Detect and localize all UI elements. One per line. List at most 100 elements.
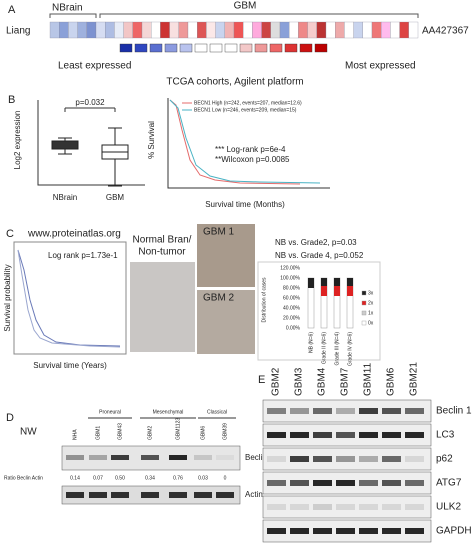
band <box>216 455 234 460</box>
comparison: NB vs. Grade2, p=0.03 <box>275 238 357 247</box>
bar-segment <box>334 278 340 286</box>
heat-cell <box>362 21 373 39</box>
histology-image <box>197 224 255 287</box>
ratio-value: 0.76 <box>173 475 183 481</box>
statistic: **Wilcoxon p=0.0085 <box>215 155 290 164</box>
row-label: LC3 <box>436 430 455 441</box>
axis-label: % Survival <box>147 121 156 159</box>
band <box>313 528 332 534</box>
axis <box>37 100 145 186</box>
ratio-value: 0.34 <box>145 475 155 481</box>
source: www.proteinatlas.org <box>27 229 121 240</box>
band <box>405 456 424 462</box>
band <box>359 408 378 414</box>
ratio-value: 0.50 <box>115 475 125 481</box>
axis-label: Log2 expression <box>13 111 22 170</box>
y-tick-label: 80.00% <box>283 285 301 291</box>
ratio-value: 0.07 <box>93 475 103 481</box>
legend-swatch <box>361 300 367 306</box>
axis <box>167 98 330 189</box>
significance-bracket <box>64 107 116 112</box>
image-label: GBM 1 <box>203 227 235 238</box>
heat-cell <box>224 21 235 39</box>
lane-label: GBM2 <box>147 426 153 440</box>
scale-cell <box>254 43 268 53</box>
axis-label: Distribution of cases <box>261 277 267 323</box>
band <box>382 528 401 534</box>
subtype-label: Classical <box>207 409 227 415</box>
heat-cell <box>252 21 262 39</box>
band <box>405 528 424 534</box>
band <box>405 408 424 414</box>
lane-label: NHA <box>72 429 78 440</box>
panel-letter: C <box>6 228 14 240</box>
row-label: Beclin 1 <box>245 453 274 462</box>
statistic: Log rank p=1.73e-1 <box>48 251 118 260</box>
band <box>359 528 378 534</box>
band <box>359 480 378 486</box>
band <box>359 456 378 462</box>
lane-label: GBM39 <box>222 423 228 440</box>
band <box>169 492 187 498</box>
band <box>267 432 286 438</box>
image-label: GBM 2 <box>203 293 235 304</box>
distribution-chart: 120.00% 100.00% 80.00% 60.00% 40.00% 20.00% 0.… <box>280 265 374 366</box>
p-value: p=0.032 <box>75 98 105 107</box>
legend-entry: 3x <box>368 290 374 296</box>
y-tick-label: 20.00% <box>283 315 301 321</box>
ratio-value: 0 <box>224 475 227 481</box>
band <box>382 408 401 414</box>
scale-cell <box>314 43 328 53</box>
ratio-value: 0.03 <box>198 475 208 481</box>
image-label: Normal Bran/ <box>133 235 192 246</box>
heat-cell <box>86 21 97 39</box>
axis-label: Survival time (Months) <box>205 200 285 209</box>
row-label: ULK2 <box>436 502 461 513</box>
lane-label: GBM4 <box>317 367 328 396</box>
legend-swatch <box>361 290 367 296</box>
band <box>216 492 234 498</box>
heatmap <box>49 21 419 39</box>
heat-cell <box>151 21 161 39</box>
heat-cell <box>325 21 336 39</box>
bar-segment <box>347 286 353 296</box>
band <box>89 455 107 460</box>
color-scale <box>119 43 328 53</box>
legend-entry: 2x <box>368 300 374 306</box>
panel-letter: B <box>8 94 15 106</box>
ratio-value: 0.14 <box>70 475 80 481</box>
scale-low: Least expressed <box>58 61 131 72</box>
band <box>359 432 378 438</box>
heat-cell <box>390 21 400 39</box>
row-label: Actin <box>245 490 263 499</box>
plot-frame <box>13 241 127 355</box>
panel-letter: D <box>6 412 14 424</box>
row-label: ATG7 <box>436 478 462 489</box>
lane-label: GBM21 <box>409 362 420 396</box>
x-tick-label: NB (N=6) <box>308 332 314 353</box>
scale-cell <box>179 43 193 53</box>
heat-cell <box>215 21 225 39</box>
row-label: p62 <box>436 454 453 465</box>
heat-cell <box>243 21 253 39</box>
panel-letter: A <box>8 4 16 16</box>
comparison: NB vs. Grade 4, p=0.052 <box>275 251 364 260</box>
heat-cell <box>77 21 87 39</box>
heat-cell <box>371 21 382 39</box>
scale-cell <box>239 43 253 53</box>
band <box>336 456 355 462</box>
scale-high: Most expressed <box>345 61 416 72</box>
subtitle: TCGA cohorts, Agilent platform <box>166 77 303 88</box>
heat-cell <box>105 21 115 39</box>
scale-cell <box>299 43 313 53</box>
survival-curve <box>17 249 121 348</box>
band <box>336 408 355 414</box>
x-tick-label: Grade IV (N=6) <box>347 332 353 366</box>
heat-cell <box>261 21 271 39</box>
probe-label: AA427367 <box>422 26 469 37</box>
band <box>313 408 332 414</box>
band <box>336 480 355 486</box>
row-label: GAPDH <box>436 526 472 537</box>
heat-cell <box>95 21 106 39</box>
heat-cell <box>187 21 198 39</box>
